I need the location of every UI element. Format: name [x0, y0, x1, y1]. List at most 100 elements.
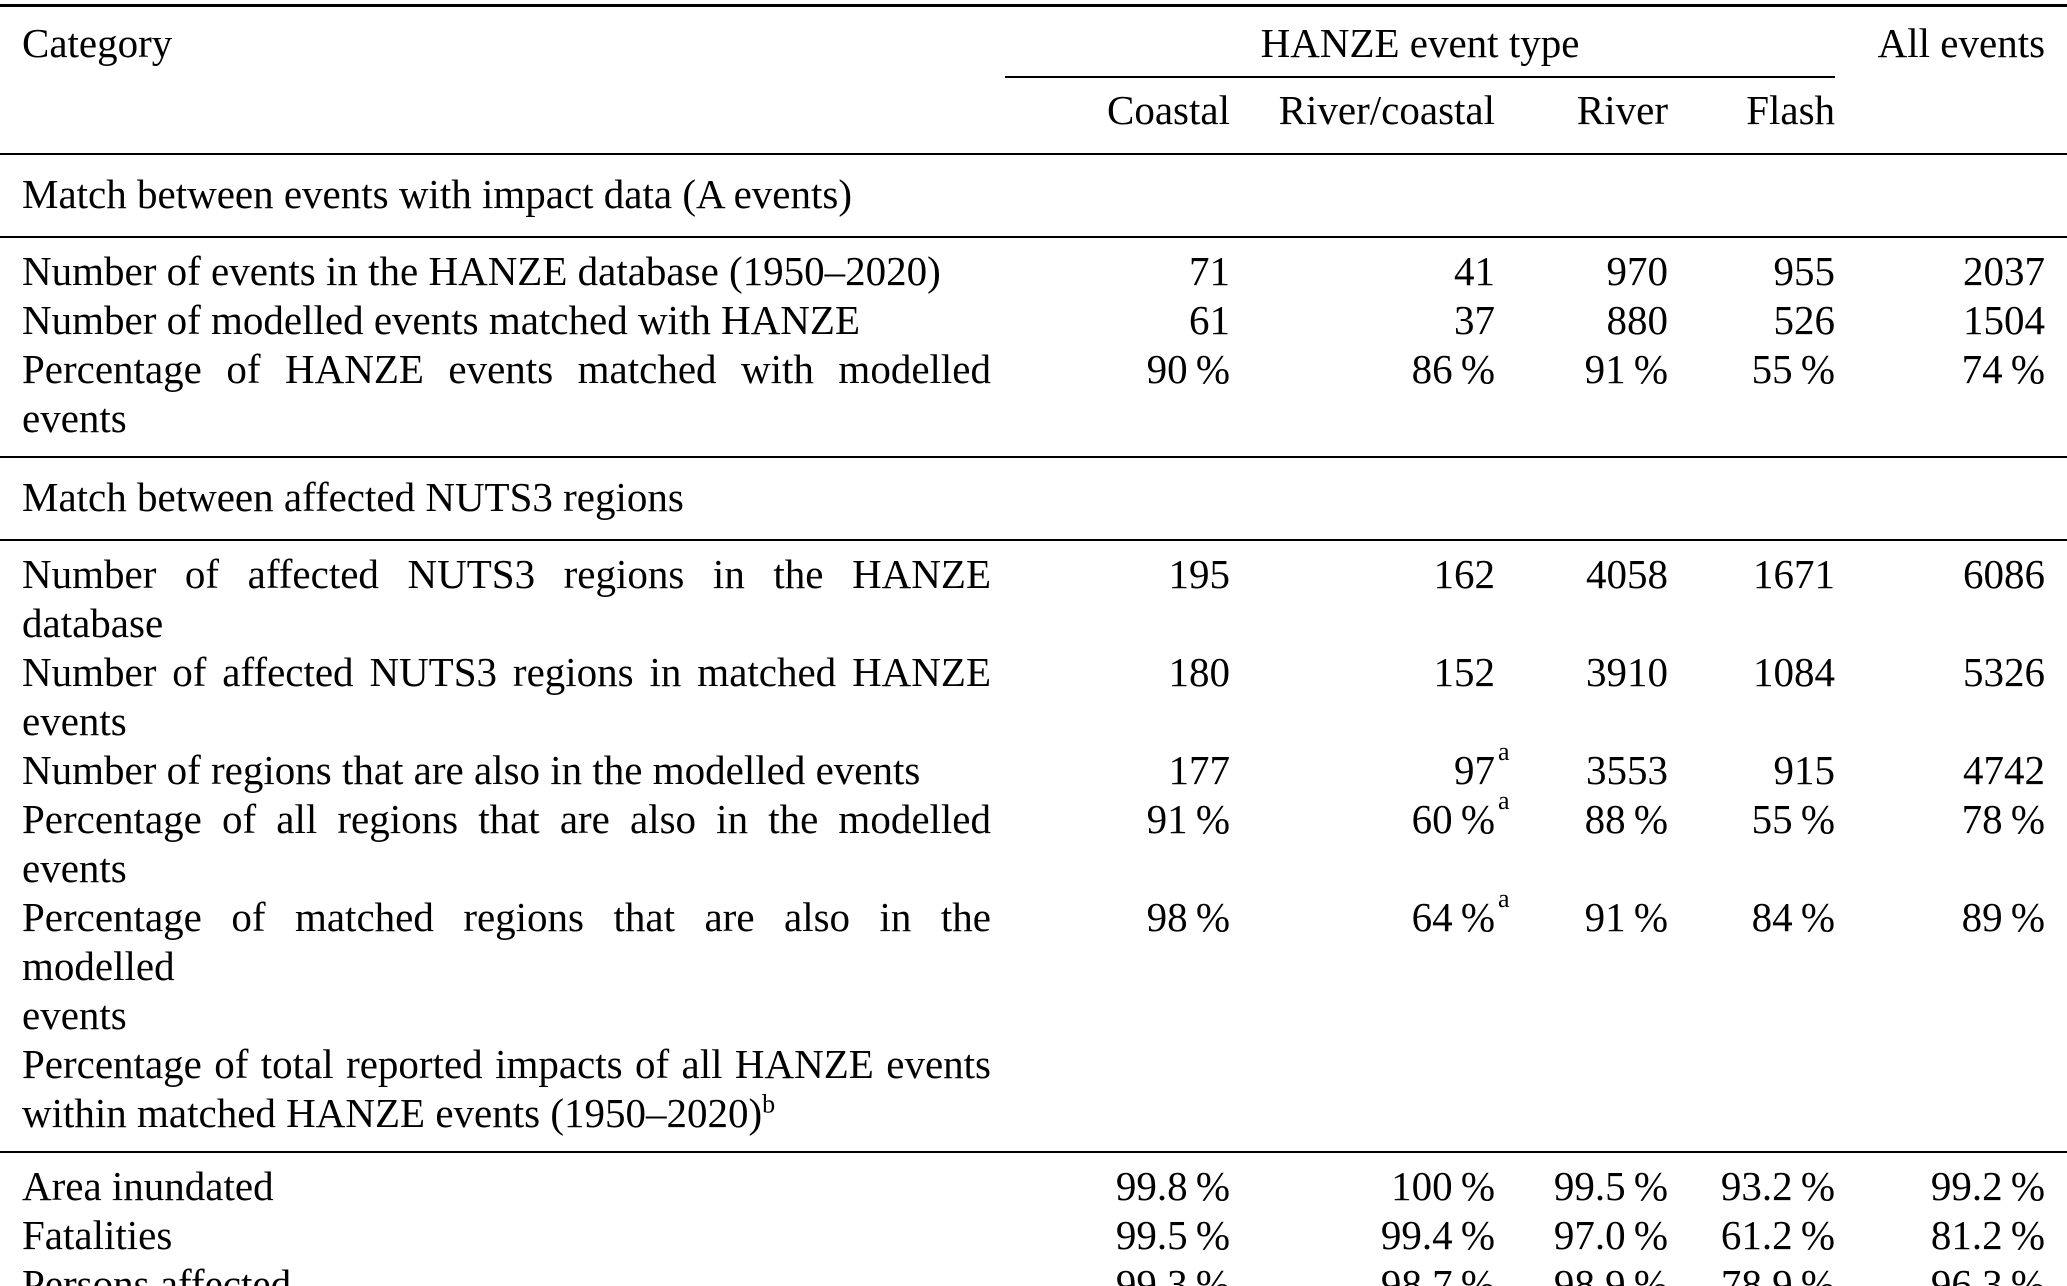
cell-value: 98.9 % — [1553, 1261, 1668, 1286]
row-label: Percentage of total reported impacts of … — [22, 1041, 991, 1136]
table-row: Number of modelled events matched with H… — [0, 296, 2067, 345]
cell-value: 99.3 % — [1115, 1261, 1230, 1286]
cell-value: 64 % a — [1411, 884, 1510, 941]
row-label: Number of events in the HANZE database (… — [22, 248, 941, 294]
cell-value: 2037 — [1963, 248, 2046, 294]
block-reported-impacts: Area inundated 99.8 % 100 % 99.5 % 93.2 … — [0, 1152, 2067, 1286]
cell-value: 37 — [1454, 297, 1495, 343]
table-row: Percentage of all regions that are also … — [0, 788, 2067, 893]
table-row: Fatalities 99.5 % 99.4 % 97.0 % 61.2 % 8… — [0, 1211, 2067, 1260]
cell-value: 152 — [1433, 649, 1496, 695]
cell-value: 97.0 % — [1553, 1212, 1668, 1258]
table-row: Percentage of HANZE events matched with … — [0, 345, 2067, 457]
cell-value: 526 — [1773, 297, 1836, 343]
cell-value: 4058 — [1586, 551, 1668, 597]
footnote-marker: a — [1498, 786, 1510, 815]
cell-value: 78.9 % — [1720, 1261, 1836, 1286]
cell-value: 55 % — [1751, 796, 1836, 842]
row-label: Number of modelled events matched with H… — [22, 297, 860, 343]
cell-value — [1495, 1040, 1668, 1152]
cell-value: 71 — [1189, 248, 1230, 294]
section-header-row: Match between events with impact data (A… — [0, 154, 2067, 237]
footnote-marker: a — [1498, 884, 1510, 913]
cell-value: 90 % — [1146, 346, 1230, 392]
block-nuts3-regions: Number of affected NUTS3 regions in the … — [0, 540, 2067, 1152]
cell-value: 955 — [1773, 248, 1836, 294]
col-header-flash: Flash — [1746, 87, 1836, 133]
cell-value: 41 — [1454, 248, 1495, 294]
cell-value: 55 % — [1751, 346, 1836, 392]
cell-value: 177 — [1168, 747, 1231, 793]
cell-value: 91 % — [1584, 894, 1668, 940]
row-label: Number of affected NUTS3 regions in matc… — [22, 649, 991, 744]
cell-value: 162 — [1433, 551, 1496, 597]
cell-value: 970 — [1606, 248, 1669, 294]
cell-value: 86 % — [1411, 346, 1495, 392]
cell-value: 89 % — [1961, 894, 2046, 940]
cell-value — [1835, 1040, 2067, 1152]
cell-value: 98.7 % — [1380, 1261, 1495, 1286]
table-row: Percentage of total reported impacts of … — [0, 1040, 2067, 1152]
cell-value: 97 a — [1454, 737, 1510, 794]
row-label: Area inundated — [22, 1163, 274, 1209]
table-row: Number of regions that are also in the m… — [0, 737, 2067, 795]
cell-value: 99.5 % — [1553, 1163, 1668, 1209]
cell-value: 100 % — [1391, 1163, 1495, 1209]
row-label: Number of regions that are also in the m… — [22, 747, 921, 793]
row-label: Number of affected NUTS3 regions in the … — [22, 551, 991, 646]
cell-value: 74 % — [1961, 346, 2046, 392]
section-a-events: Match between events with impact data (A… — [0, 154, 2067, 237]
row-label: Percentage of all regions that are also … — [22, 796, 991, 891]
cell-value: 61.2 % — [1720, 1212, 1836, 1258]
section-title: Match between events with impact data (A… — [22, 171, 852, 217]
col-header-coastal: Coastal — [1107, 87, 1230, 133]
row-label: Percentage of matched regions that are a… — [22, 894, 991, 1038]
cell-value: 3910 — [1586, 649, 1668, 695]
footnote-marker: b — [762, 1089, 776, 1119]
cell-value: 81.2 % — [1930, 1212, 2046, 1258]
cell-value: 98 % — [1146, 894, 1230, 940]
cell-value: 84 % — [1751, 894, 1836, 940]
col-header-river-coastal: River/coastal — [1278, 87, 1495, 133]
footnote-marker: a — [1498, 737, 1510, 766]
table-row: Persons affected 99.3 % 98.7 % 98.9 % 78… — [0, 1260, 2067, 1286]
cell-value: 99.8 % — [1115, 1163, 1230, 1209]
cell-value: 61 — [1189, 297, 1230, 343]
cell-value: 6086 — [1963, 551, 2046, 597]
cell-value: 880 — [1606, 297, 1669, 343]
cell-value: 1504 — [1963, 297, 2046, 343]
hanze-event-match-table: Category HANZE event type All events Coa… — [0, 4, 2067, 1286]
col-header-river: River — [1576, 87, 1668, 133]
col-header-category: Category — [22, 20, 173, 66]
row-label: Persons affected — [22, 1261, 292, 1286]
cell-value — [1230, 1040, 1495, 1152]
table-row: Number of events in the HANZE database (… — [0, 237, 2067, 296]
table-row: Area inundated 99.8 % 100 % 99.5 % 93.2 … — [0, 1152, 2067, 1211]
cell-value — [1005, 1040, 1230, 1152]
cell-value: 78 % — [1961, 796, 2046, 842]
table-header: Category HANZE event type All events Coa… — [0, 5, 2067, 154]
table-row: Percentage of matched regions that are a… — [0, 884, 2067, 1040]
section-nuts3-regions: Match between affected NUTS3 regions — [0, 457, 2067, 540]
cell-value: 195 — [1168, 551, 1231, 597]
cell-value: 93.2 % — [1720, 1163, 1836, 1209]
cell-value: 180 — [1168, 649, 1231, 695]
cell-value: 88 % — [1584, 796, 1668, 842]
section-title: Match between affected NUTS3 regions — [22, 474, 684, 520]
block-a-events: Number of events in the HANZE database (… — [0, 237, 2067, 457]
cell-value: 99.2 % — [1930, 1163, 2046, 1209]
cell-value: 99.4 % — [1380, 1212, 1495, 1258]
col-header-all-events: All events — [1877, 20, 2046, 66]
cell-value: 91 % — [1584, 346, 1668, 392]
cell-value: 96.3 % — [1930, 1261, 2046, 1286]
cell-value: 4742 — [1963, 747, 2046, 793]
cell-value: 5326 — [1963, 649, 2046, 695]
cell-value: 91 % — [1146, 796, 1230, 842]
cell-value: 99.5 % — [1115, 1212, 1230, 1258]
section-header-row: Match between affected NUTS3 regions — [0, 457, 2067, 540]
cell-value — [1668, 1040, 1835, 1152]
col-group-hanze-event-type: HANZE event type — [1005, 5, 1836, 78]
cell-value: 915 — [1773, 747, 1836, 793]
cell-value: 3553 — [1586, 747, 1668, 793]
